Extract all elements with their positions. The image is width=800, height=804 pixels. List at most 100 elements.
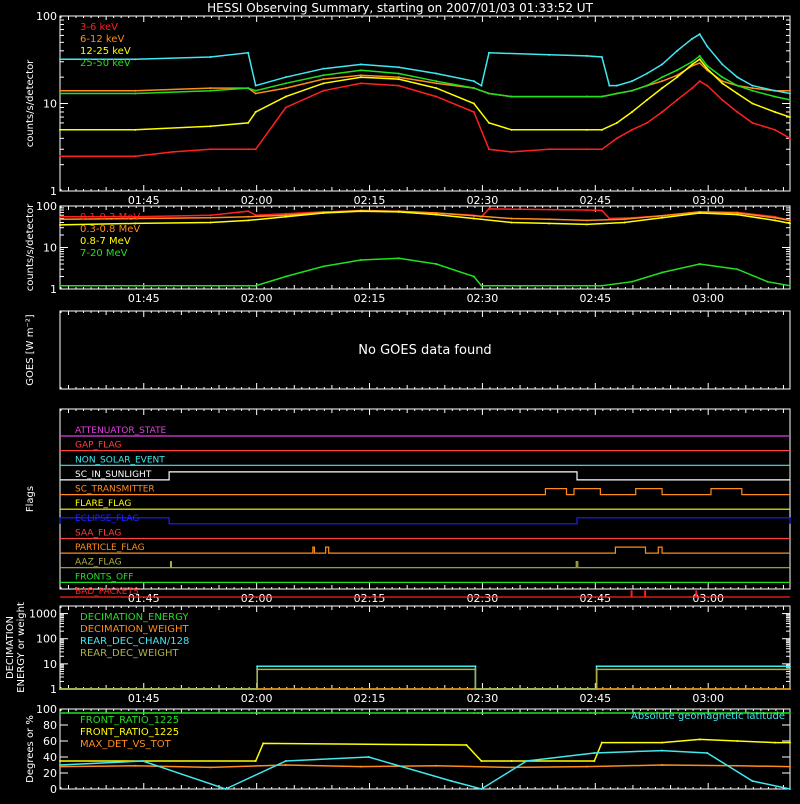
legend-entry: 3-6 keV: [80, 22, 118, 33]
data-point: [593, 712, 596, 714]
data-point: [789, 116, 791, 119]
data-point: [209, 216, 212, 219]
flag-label: FLARE_FLAG: [75, 499, 131, 509]
y-axis-label: counts/s/detector: [25, 203, 36, 291]
data-point: [510, 95, 513, 98]
flag-label: ATTENUATOR_STATE: [75, 426, 167, 436]
data-point: [789, 741, 791, 744]
legend-entry: MAX_DET_VS_TOT: [80, 739, 172, 750]
data-point: [322, 89, 325, 92]
data-point: [256, 668, 259, 671]
data-point: [698, 80, 701, 83]
data-point: [773, 712, 776, 714]
series-line-series: [60, 33, 791, 95]
data-point: [589, 712, 592, 714]
data-point: [476, 712, 479, 714]
data-point: [59, 284, 61, 287]
data-point: [789, 222, 791, 225]
data-point: [510, 217, 513, 220]
data-point: [209, 125, 212, 128]
y-axis-label: ENERGY or weight: [16, 602, 27, 693]
data-point: [691, 37, 694, 40]
data-point: [600, 209, 603, 212]
panel-goes: GOES [W m⁻²] No GOES data found: [25, 310, 791, 390]
data-point: [510, 766, 513, 769]
data-point: [59, 92, 61, 95]
data-point: [247, 148, 250, 151]
data-point: [661, 749, 664, 752]
legend-entry: 6-12 keV: [80, 34, 124, 45]
data-point: [615, 92, 618, 95]
data-point: [247, 87, 250, 90]
data-point: [59, 760, 61, 762]
data-point: [284, 76, 287, 79]
data-point: [661, 87, 664, 90]
data-point: [630, 89, 633, 92]
data-point: [773, 110, 776, 113]
data-point: [262, 742, 265, 745]
data-point: [141, 760, 144, 762]
data-point: [510, 221, 513, 224]
series-line-12-25-kev: [60, 58, 791, 131]
y-tick-label: 100: [36, 703, 57, 716]
y-tick-label: 10: [43, 658, 57, 671]
data-point: [59, 688, 61, 690]
data-point: [474, 668, 477, 671]
flag-label: ECLIPSE_FLAG: [75, 514, 139, 524]
data-point: [751, 87, 754, 90]
data-point: [134, 217, 137, 220]
y-tick-label: 1: [50, 283, 57, 296]
data-point: [773, 741, 776, 744]
x-tick-label: 02:15: [354, 194, 386, 207]
data-point: [751, 84, 754, 87]
x-tick-label: 02:45: [579, 692, 611, 705]
data-point: [254, 84, 257, 87]
data-point: [487, 121, 490, 124]
data-point: [751, 102, 754, 105]
data-point: [171, 150, 174, 153]
data-point: [59, 58, 61, 61]
data-point: [789, 712, 791, 714]
flag-label: AAZ_FLAG: [75, 558, 122, 568]
data-point: [397, 257, 400, 260]
x-tick-label: 02:00: [241, 592, 273, 605]
data-point: [284, 760, 287, 762]
data-point: [548, 222, 551, 225]
data-point: [721, 76, 724, 79]
data-point: [721, 98, 724, 101]
series-line-rear-dec-weight: [60, 668, 790, 690]
data-point: [781, 712, 784, 714]
data-point: [548, 53, 551, 56]
legend-entry: 0.1-0.3 MeV: [80, 212, 140, 223]
flag-line-sc-in-sunlight: [60, 471, 790, 481]
panel-frame: [59, 310, 791, 390]
data-point: [510, 760, 513, 762]
data-point: [736, 213, 739, 216]
data-point: [789, 219, 791, 222]
data-point: [585, 765, 588, 768]
flag-line-bad-packets: [60, 590, 790, 598]
data-point: [254, 110, 257, 113]
data-point: [134, 92, 137, 95]
data-point: [435, 87, 438, 90]
legend-entry: 7-20 MeV: [80, 248, 128, 259]
data-point: [360, 69, 363, 72]
data-point: [721, 80, 724, 83]
data-point: [595, 688, 598, 690]
data-point: [630, 110, 633, 113]
series-line-25-50-kev: [60, 54, 791, 101]
data-point: [435, 72, 438, 75]
data-point: [134, 222, 137, 225]
data-point: [224, 788, 227, 790]
data-point: [585, 128, 588, 131]
data-point: [789, 665, 791, 668]
data-point: [706, 45, 709, 48]
data-point: [209, 221, 212, 224]
y-tick-label: 20: [43, 767, 57, 780]
panel-low-energy-rates: 01:45 02:00 02:15 02:30 02:45 03:00 1 10 100 coun…: [25, 10, 791, 207]
y-tick-label: 0: [50, 783, 57, 796]
data-point: [59, 128, 61, 131]
legend-entry: FRONT_RATIO_1225: [80, 727, 179, 738]
